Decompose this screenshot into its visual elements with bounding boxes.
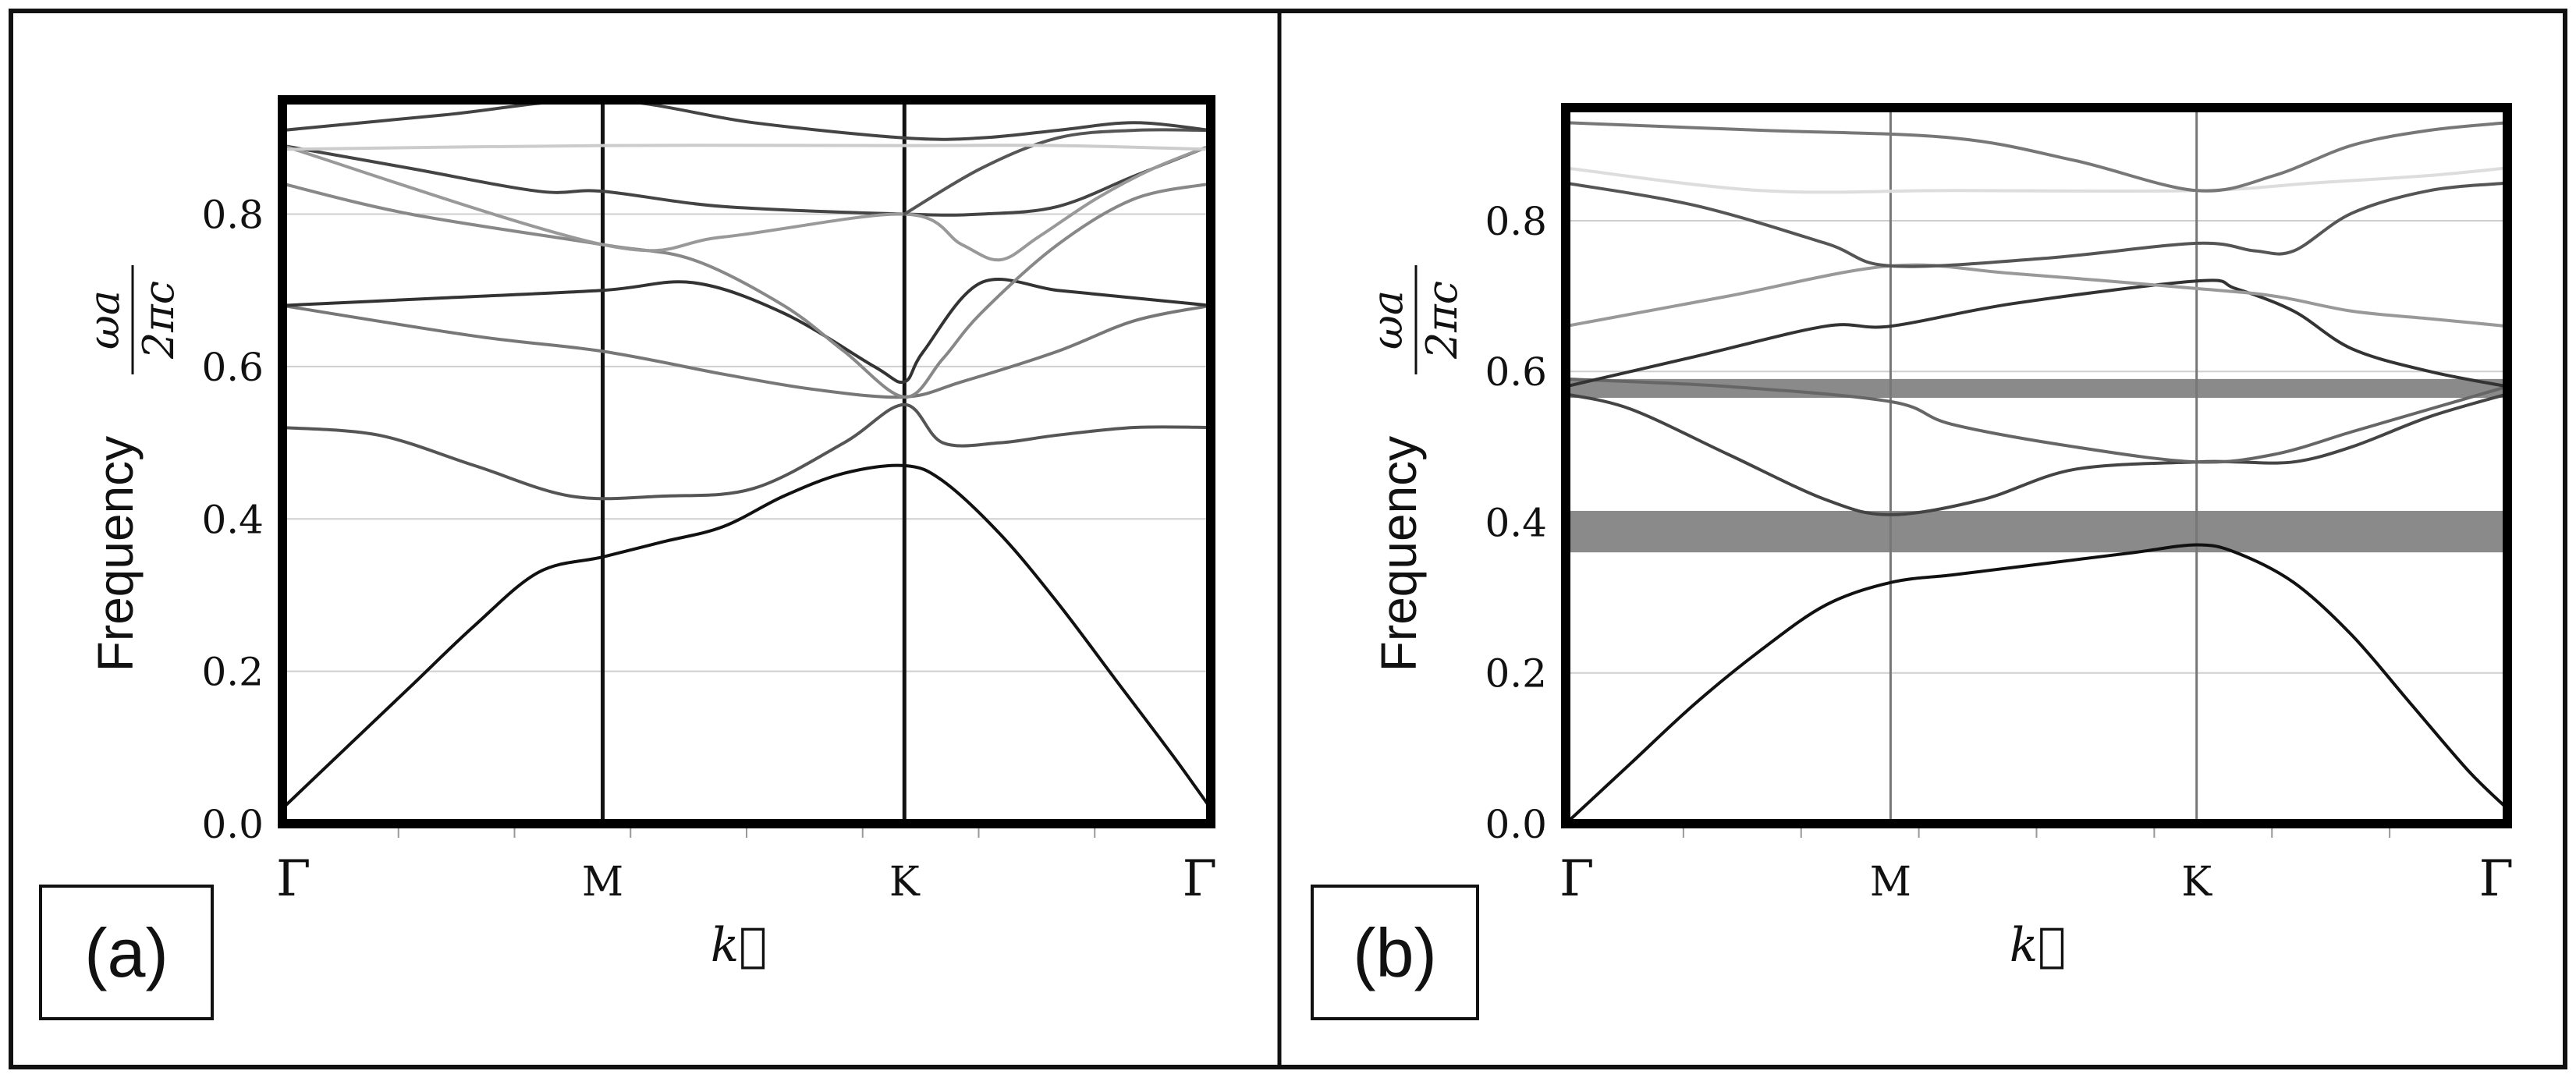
panel-b-ylabel-numerator: ωa [1363, 290, 1412, 349]
panel-a-ylabel-text: Frequency [87, 436, 144, 672]
panel-b-xlabel: k⃗ [2010, 918, 2066, 973]
panel-a: 0.00.20.40.60.8Γ M K Γ Frequency ωa 2πc k⃗ … [39, 95, 1217, 1020]
panel-b-band-4 [1566, 278, 2507, 388]
panel-b-label-frame [1311, 885, 1479, 1020]
panel-a-y-tick-label: 0.8 [201, 193, 264, 238]
panel-b-band-gap [1566, 510, 2507, 553]
panel-b-band-8 [1566, 121, 2507, 193]
panel-b-axes-frame [1561, 103, 2512, 828]
panel-b-band-6 [1566, 181, 2507, 268]
panel-b-y-label: Frequency ωa 2πc [1363, 265, 1467, 672]
panel-b-x-tick-label: K [2181, 859, 2212, 906]
panel-a-band-2 [282, 402, 1211, 501]
panel-a-band-6 [282, 144, 1211, 217]
panel-a-xlabel: k⃗ [711, 918, 767, 973]
panel-b-y-tick-label: 0.0 [1485, 802, 1547, 847]
panel-a-band-1 [282, 463, 1211, 810]
panel-b-y-tick-label: 0.2 [1485, 651, 1547, 697]
panel-b-band-gap [1566, 378, 2507, 399]
panel-a-ylabel-denominator: 2πc [134, 281, 183, 360]
panel-b-band-2 [1566, 392, 2507, 516]
panel-a-label-frame [39, 885, 214, 1020]
panel-b: 0.00.20.40.60.8Γ M K Γ Frequency ωa 2πc k⃗ … [1311, 103, 2514, 1020]
panel-a-y-tick-label: 0.0 [201, 802, 264, 847]
panel-b-plot: 0.0 0.2 0.4 0.6 0.8 Γ M K Γ [1485, 103, 2514, 908]
panel-b-band-7 [1566, 166, 2507, 194]
panel-a-band-9 [282, 144, 1211, 151]
panel-a-y-tick-label: 0.4 [201, 497, 264, 542]
panel-a-band-4 [282, 278, 1211, 385]
panel-a-band-8 [903, 128, 1211, 216]
panel-b-x-tick-label: Γ [2479, 850, 2514, 908]
panel-b-ylabel-text: Frequency [1371, 436, 1427, 672]
panel-a-x-label: k⃗ [711, 918, 767, 973]
panel-b-band-5 [1566, 263, 2507, 328]
panel-a-x-tick-label: K [889, 859, 921, 906]
panel-b-label-box: (b) [1311, 885, 1479, 1020]
panel-b-x-tick-label: Γ [1559, 850, 1594, 908]
panel-a-ylabel-numerator: ωa [80, 290, 129, 349]
panel-a-plot: 0.0 0.2 0.4 0.6 0.8 Γ M K Γ [201, 95, 1217, 908]
panel-a-band-3 [282, 303, 1211, 399]
panel-b-y-tick-label: 0.8 [1485, 199, 1547, 244]
panel-b-band-1 [1566, 543, 2507, 824]
panel-a-x-tick-label: Γ [276, 850, 310, 908]
panel-a-label: (a) [84, 914, 169, 991]
outer-frame [9, 9, 2567, 1069]
panel-a-y-tick-label: 0.6 [201, 345, 264, 390]
panel-a-band-10 [282, 100, 1211, 141]
panel-b-y-tick-label: 0.4 [1485, 500, 1547, 545]
panel-a-band-5 [282, 182, 1211, 399]
panel-a-x-tick-label: M [582, 859, 623, 906]
panel-a-band-7 [282, 144, 1211, 262]
panel-b-label: (b) [1353, 914, 1437, 991]
panel-a-y-label: Frequency ωa 2πc [80, 265, 183, 672]
panel-b-ylabel-denominator: 2πc [1418, 281, 1467, 360]
panel-b-x-tick-label: M [1870, 859, 1911, 906]
panel-b-y-tick-label: 0.6 [1485, 349, 1547, 395]
panel-a-axes-frame [278, 95, 1215, 828]
panel-a-label-box: (a) [39, 885, 214, 1020]
panel-b-band-3 [1566, 377, 2507, 464]
panel-b-x-label: k⃗ [2010, 918, 2066, 973]
panel-a-x-tick-label: Γ [1183, 850, 1217, 908]
panel-a-y-tick-label: 0.2 [201, 650, 264, 695]
